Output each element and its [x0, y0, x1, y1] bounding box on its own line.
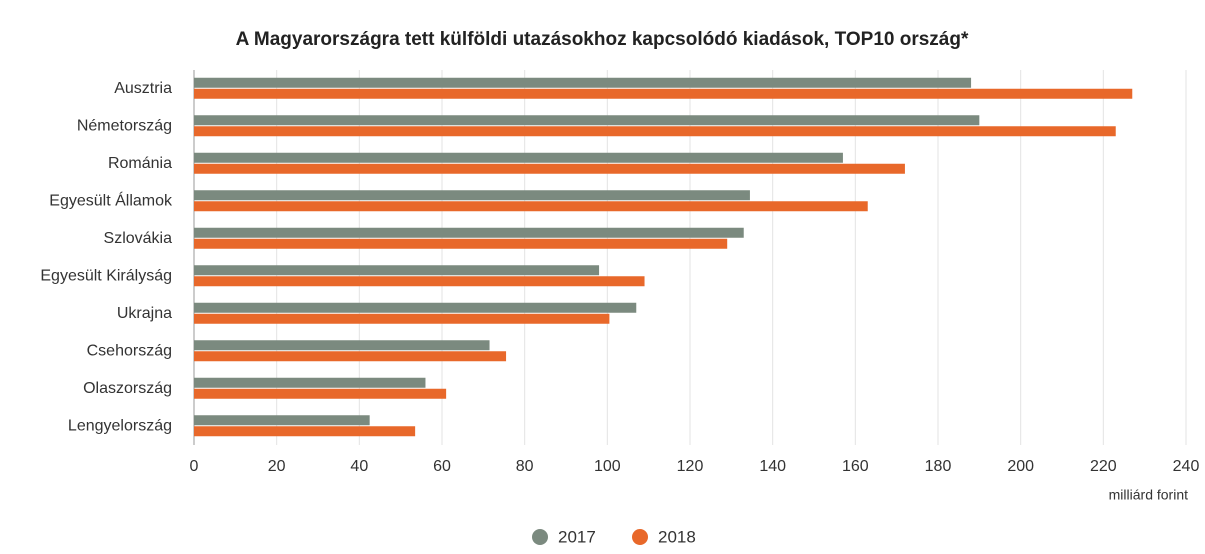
legend-marker — [632, 529, 648, 545]
bar — [194, 115, 980, 126]
bar — [194, 77, 972, 88]
x-tick-label: 120 — [677, 458, 704, 475]
legend-label: 2017 — [558, 527, 596, 546]
chart-title: A Magyarországra tett külföldi utazásokh… — [236, 29, 969, 50]
x-tick-label: 60 — [433, 458, 451, 475]
x-tick-label: 20 — [268, 458, 286, 475]
legend-marker — [532, 529, 548, 545]
x-tick-label: 100 — [594, 458, 621, 475]
y-tick-label: Románia — [108, 155, 172, 172]
y-tick-label: Ausztria — [114, 80, 172, 97]
y-tick-label: Szlovákia — [104, 230, 173, 247]
x-tick-label: 0 — [190, 458, 199, 475]
y-tick-label: Lengyelország — [68, 417, 172, 434]
x-tick-label: 140 — [759, 458, 786, 475]
x-tick-label: 40 — [350, 458, 368, 475]
x-tick-label: 80 — [516, 458, 534, 475]
y-tick-label: Egyesült Királyság — [40, 267, 172, 284]
legend-label: 2018 — [658, 527, 696, 546]
bar — [194, 377, 426, 388]
bar — [194, 415, 370, 426]
x-tick-label: 240 — [1173, 458, 1200, 475]
bar — [194, 190, 750, 201]
x-tick-label: 220 — [1090, 458, 1117, 475]
bar — [194, 152, 843, 163]
bar — [194, 126, 1116, 137]
bar — [194, 238, 728, 249]
bar — [194, 388, 447, 399]
x-tick-label: 200 — [1007, 458, 1034, 475]
y-tick-label: Egyesült Államok — [49, 190, 173, 209]
y-tick-label: Csehország — [87, 342, 172, 359]
bar — [194, 313, 610, 324]
bar — [194, 201, 868, 212]
bar — [194, 227, 744, 238]
bar — [194, 88, 1133, 99]
bar — [194, 351, 507, 362]
x-tick-label: 160 — [842, 458, 869, 475]
bar — [194, 276, 645, 287]
bar — [194, 163, 905, 174]
x-tick-label: 180 — [925, 458, 952, 475]
x-axis-label: milliárd forint — [1109, 487, 1188, 503]
y-tick-label: Ukrajna — [117, 305, 172, 322]
bar — [194, 265, 600, 276]
y-tick-label: Németország — [77, 117, 172, 134]
bar — [194, 340, 490, 351]
y-tick-label: Olaszország — [83, 380, 172, 397]
bar — [194, 302, 637, 313]
bar — [194, 426, 416, 437]
